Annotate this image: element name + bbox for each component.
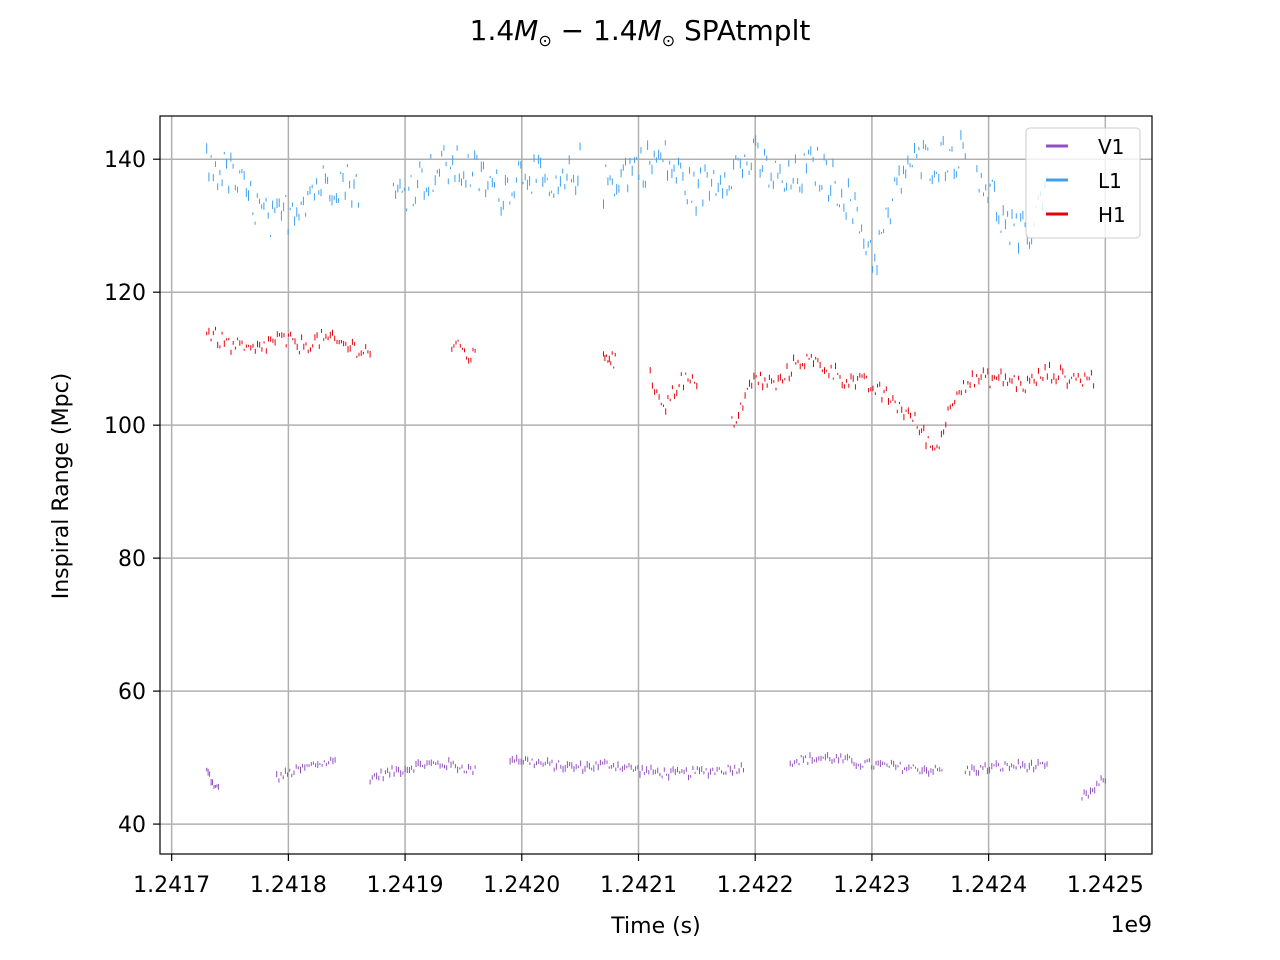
x-tick-label: 1.2422 [717, 873, 794, 898]
H1-segment [451, 339, 476, 364]
y-axis-label: Inspiral Range (Mpc) [49, 373, 74, 600]
x-axis-label: Time (s) [610, 914, 700, 939]
x-offset-label: 1e9 [1110, 913, 1152, 938]
title-sun1: ⊙ [538, 31, 552, 50]
V1-segment [206, 767, 219, 790]
x-tick-label: 1.2419 [367, 873, 444, 898]
y-tick-label: 60 [118, 680, 146, 705]
V1-segment [369, 757, 476, 785]
H1-segment [649, 367, 698, 415]
data-marks [206, 130, 1106, 801]
x-tick-label: 1.2418 [250, 873, 327, 898]
V1-segment [789, 752, 943, 777]
H1-segment [603, 351, 616, 369]
title-m2: M [637, 14, 662, 47]
V1-segment [276, 756, 336, 783]
H1-segment [206, 326, 371, 358]
y-tick-label: 100 [104, 414, 146, 439]
L1-segment [206, 143, 359, 237]
title-num1: 1.4 [469, 14, 515, 47]
x-tick-label: 1.2423 [833, 873, 910, 898]
y-tick-label: 80 [118, 547, 146, 572]
legend-box [1025, 127, 1141, 239]
title-dash: − [551, 14, 594, 47]
chart-title: 1.4M⊙ − 1.4M⊙ SPAtmplt [0, 14, 1280, 50]
title-num2: 1.4 [593, 14, 638, 47]
series-L1 [206, 130, 1048, 276]
y-tick-label: 120 [104, 281, 146, 306]
x-tick-label: 1.2421 [600, 873, 677, 898]
title-sun2: ⊙ [661, 31, 676, 50]
y-tick-label: 140 [104, 148, 146, 173]
x-tick-label: 1.2420 [483, 873, 560, 898]
title-rest: SPAtmplt [675, 14, 811, 47]
y-axis-ticks: 40 60 80 100 120 140 [104, 148, 160, 838]
V1-segment [1081, 775, 1106, 801]
L1-segment [603, 130, 966, 276]
legend-label-H1: H1 [1098, 203, 1126, 227]
x-axis-ticks: 1.2417 1.2418 1.2419 1.2420 1.2421 1.2422 1.24… [133, 854, 1144, 898]
plot-area [160, 116, 1152, 854]
x-tick-label: 1.2424 [950, 873, 1027, 898]
series-H1 [206, 326, 1095, 451]
y-tick-label: 40 [118, 813, 146, 838]
V1-segment [509, 754, 744, 781]
series-V1 [206, 752, 1106, 801]
legend-label-V1: V1 [1098, 135, 1124, 159]
legend-label-L1: L1 [1098, 169, 1122, 193]
grid [160, 116, 1152, 854]
legend: V1 L1 H1 [1025, 127, 1141, 239]
L1-segment [392, 142, 581, 216]
H1-segment [731, 353, 1095, 451]
title-m1: M [514, 14, 539, 47]
x-tick-label: 1.2417 [133, 873, 210, 898]
x-tick-label: 1.2425 [1067, 873, 1144, 898]
V1-segment [964, 758, 1048, 776]
plot-frame [159, 115, 1153, 855]
